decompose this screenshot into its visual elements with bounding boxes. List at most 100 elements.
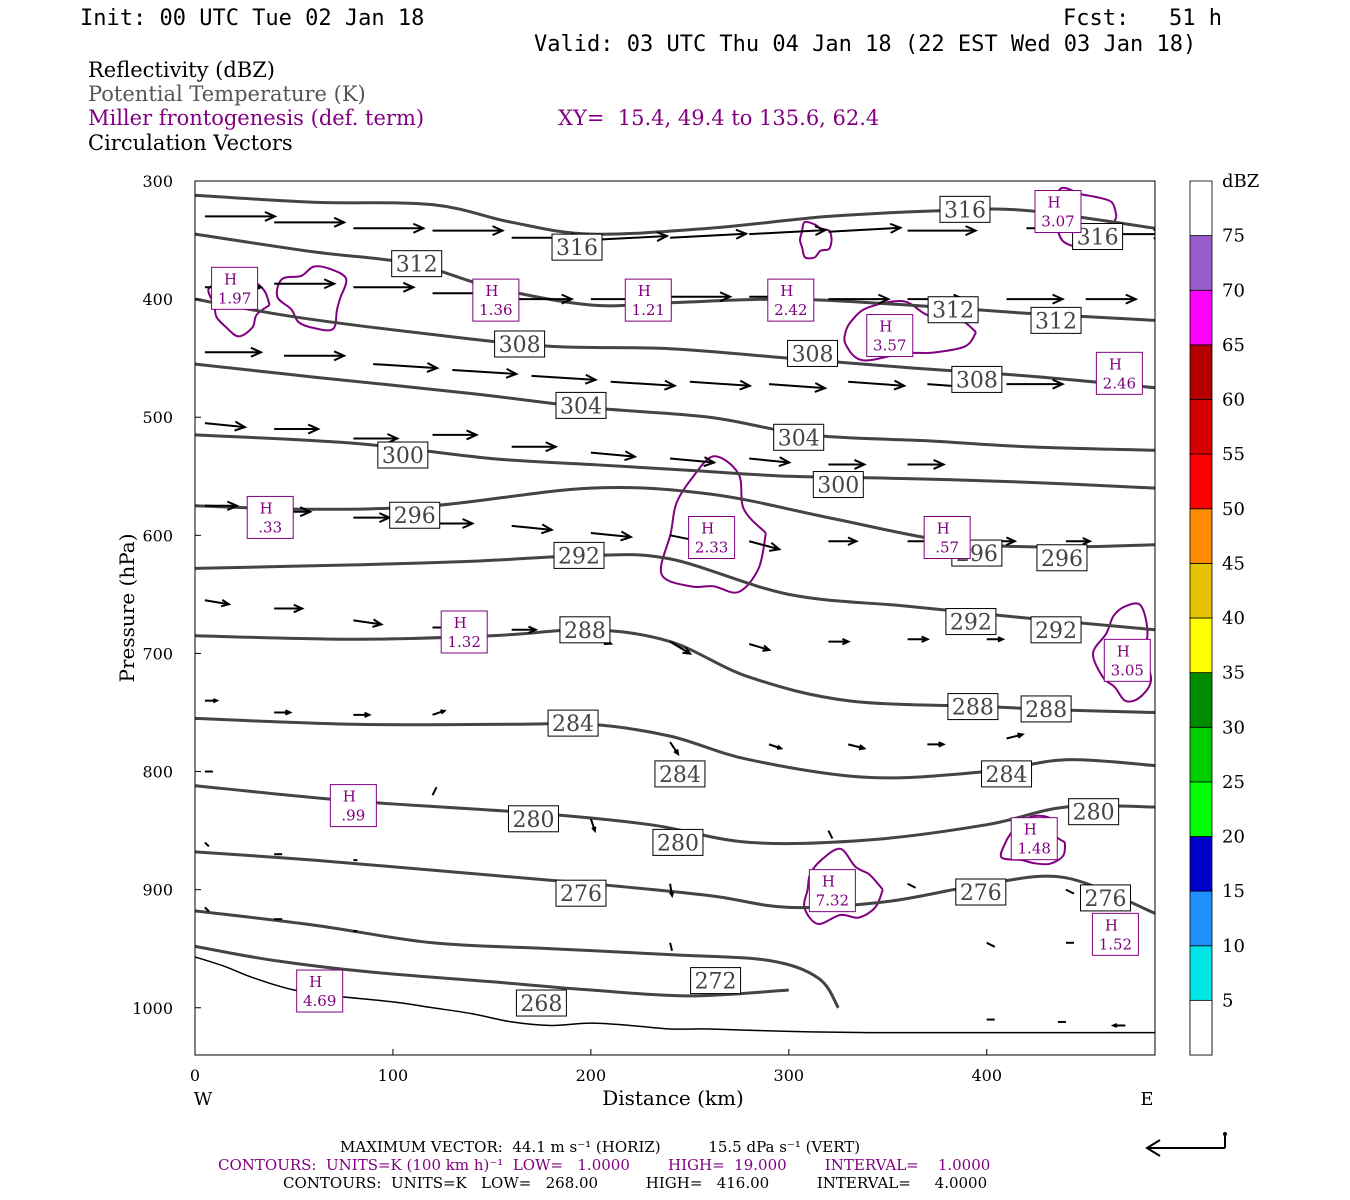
terrain-line (195, 956, 1155, 1034)
theta-label-box (551, 233, 603, 261)
y-tick-label: 1000 (132, 999, 173, 1018)
theta-label: 276 (960, 881, 1002, 906)
frontogenesis-max-value: 1.32 (447, 633, 480, 651)
vector-arrow (511, 523, 555, 535)
vector-arrow (1065, 888, 1075, 895)
frontogenesis-max-box (624, 278, 672, 322)
vector-arrow (669, 456, 717, 468)
vector-arrow (431, 786, 438, 796)
colorbar-label: 35 (1222, 663, 1245, 684)
theta-label-box (1020, 695, 1072, 723)
x-axis-label: Distance (km) (602, 1086, 744, 1110)
frontogenesis-max-value: 1.48 (1018, 840, 1051, 858)
colorbar-cell (1189, 399, 1213, 455)
vector-arrow (353, 711, 372, 718)
colorbar-cell (1189, 999, 1213, 1056)
frontogenesis-max-value: 3.05 (1111, 661, 1144, 679)
vector-arrow (610, 379, 678, 391)
theta-label-box (559, 616, 611, 644)
theta-label: 292 (950, 611, 992, 636)
vector-arrow (432, 225, 505, 237)
colorbar-cell (1189, 945, 1213, 1001)
valid-time: Valid: 03 UTC Thu 04 Jan 18 (22 EST Wed … (534, 32, 1197, 57)
frontogenesis-contour (275, 265, 348, 332)
vector-arrow (1065, 537, 1093, 546)
vector-arrow (768, 382, 828, 393)
theta-label-box (947, 693, 999, 721)
theta-contour-316 (195, 193, 1155, 236)
y-tick-label: 900 (142, 881, 173, 900)
frontogenesis-max-value: 3.57 (873, 337, 906, 355)
colorbar-label: 5 (1222, 990, 1233, 1011)
y-tick-label: 800 (142, 763, 173, 782)
frontogenesis-max-label: H (937, 520, 950, 538)
frontogenesis-max-label: H (822, 873, 835, 891)
theta-label: 304 (560, 394, 602, 419)
terrain-layer (195, 956, 1155, 1034)
theta-label-box (927, 296, 979, 324)
vector-arrow (274, 603, 305, 614)
frontogenesis-max-label: H (260, 499, 273, 517)
frontogenesis-max-value: .99 (341, 807, 365, 825)
colorbar-label: 60 (1222, 390, 1245, 411)
legend-miller: Miller frontogenesis (def. term) (88, 106, 425, 130)
vector-arrow (511, 441, 559, 453)
vector-arrow (204, 698, 220, 704)
vector-arrow (1006, 378, 1065, 390)
y-tick-label: 500 (142, 408, 173, 427)
vector-arrow (590, 231, 670, 242)
vector-arrow (204, 420, 248, 432)
vector-arrow (204, 841, 210, 848)
theta-label-box (377, 441, 429, 469)
frontogenesis-max-label: H (780, 282, 793, 300)
colorbar-label: 45 (1222, 553, 1245, 574)
vector-arrow (590, 450, 638, 462)
frontogenesis-max-box (1034, 190, 1082, 234)
vector-arrow (274, 216, 347, 228)
theta-label-box (690, 967, 742, 995)
colorbar-cell (1189, 180, 1213, 237)
theta-label-box (787, 339, 839, 367)
vector-arrow (907, 225, 979, 237)
vector-arrow (511, 625, 539, 634)
vector-arrow (284, 350, 347, 362)
colorbar-cell (1189, 617, 1213, 674)
theta-label-box (981, 760, 1033, 788)
vector-arrow (828, 459, 867, 470)
y-tick-label: 300 (142, 172, 173, 191)
frontogenesis-max-box (472, 278, 520, 322)
vector-arrow (748, 540, 782, 552)
vector-arrow (827, 830, 834, 840)
dbz-colorbar: 5 10 15 20 25 30 35 40 45 50 55 60 65 70 75 dBZ (1189, 171, 1259, 1056)
vector-arrow (1006, 293, 1065, 305)
vector-arrow (590, 530, 634, 542)
theta-label: 308 (499, 333, 541, 358)
theta-label-box (1080, 884, 1132, 912)
vector-arrow (204, 500, 240, 512)
frontogenesis-max-box (329, 784, 377, 828)
theta-label-box (945, 608, 997, 636)
vector-arrow (204, 211, 278, 222)
east-label: E (1140, 1089, 1153, 1110)
colorbar-label: 30 (1222, 717, 1245, 738)
cross-section-xy: XY= 15.4, 49.4 to 135.6, 62.4 (558, 106, 880, 130)
colorbar-label: 70 (1222, 280, 1245, 301)
theta-label: 292 (1035, 619, 1077, 644)
theta-label-box (812, 471, 864, 499)
theta-label-box (654, 760, 706, 788)
frontogenesis-max-label: H (1109, 355, 1122, 373)
vector-arrow (204, 346, 264, 358)
theta-label-box (951, 365, 1003, 393)
frontogenesis-max-value: 2.46 (1103, 374, 1136, 392)
frontogenesis-max-value: .33 (258, 518, 282, 536)
theta-label-box (1030, 616, 1082, 644)
frontogenesis-max-box (808, 869, 856, 913)
x-tick-label: 0 (190, 1066, 200, 1085)
vector-arrow (204, 599, 232, 608)
vector-arrow (669, 741, 680, 757)
theta-label: 308 (792, 342, 834, 367)
colorbar-label: 20 (1222, 827, 1245, 848)
y-tick-label: 600 (142, 526, 173, 545)
frontogenesis-max-box (246, 495, 294, 539)
vector-arrow (432, 709, 447, 716)
